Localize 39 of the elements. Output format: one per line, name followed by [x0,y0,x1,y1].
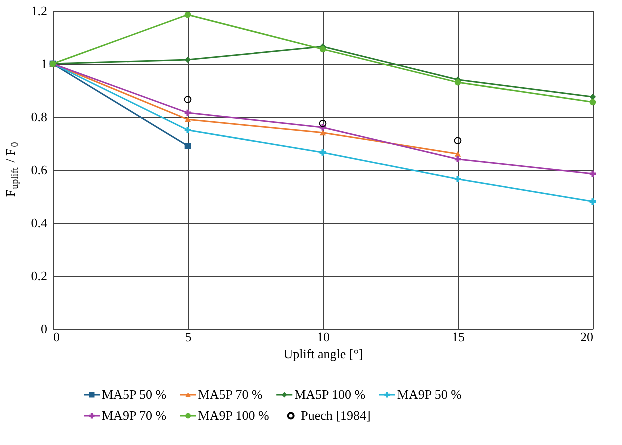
point [454,156,462,163]
legend-label: MA9P 100 % [198,408,270,423]
point [590,198,596,205]
y-tick-label: 1.2 [31,4,48,18]
x-tick-label: 5 [185,330,192,344]
y-tick-label: 0.6 [31,162,48,178]
point [184,116,192,122]
point [454,137,462,145]
x-axis-title: Uplift angle [°] [284,346,364,362]
point [320,130,326,136]
point [590,170,596,178]
legend-label: MA9P 70 % [102,408,167,423]
point [320,150,326,156]
y-tick-label: 1 [41,56,48,72]
x-tick-label: 10 [317,330,330,344]
point [320,46,326,53]
x-tick-label: 0 [54,330,60,344]
y-axis-title: Fuplift / F0 [3,142,21,198]
legend-label: MA9P 50 % [397,387,462,402]
point [590,99,596,106]
y-tick-label: 0.2 [31,268,48,284]
point [184,12,192,18]
y-tick-label: 0.4 [31,216,48,230]
point [319,120,327,128]
legend-label: MA5P 70 % [198,387,263,402]
point [184,56,192,64]
y-tick-label: 0.8 [31,110,48,124]
x-tick-label: 20 [580,330,594,344]
point [184,127,192,134]
legend-label: Puech [1984] [301,408,371,423]
x-tick-label: 15 [452,330,465,344]
point [454,79,462,86]
point [184,110,192,116]
point [184,142,192,150]
legend-label: MA5P 50 % [102,387,167,402]
legend-label: MA5P 100 % [294,387,366,402]
point [454,176,462,182]
point [184,96,192,104]
point [590,94,596,100]
